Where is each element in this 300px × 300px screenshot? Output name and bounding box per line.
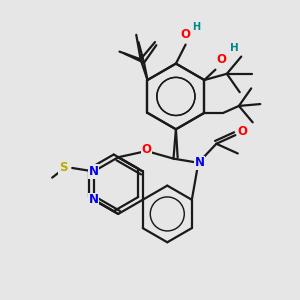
Text: N: N (195, 156, 205, 169)
Text: N: N (89, 193, 99, 206)
Text: N: N (89, 165, 99, 178)
Text: O: O (237, 125, 247, 138)
Text: O: O (142, 143, 152, 156)
Text: S: S (58, 161, 67, 175)
Text: H: H (193, 22, 201, 32)
Text: H: H (230, 43, 239, 53)
Text: O: O (217, 53, 226, 66)
Text: O: O (181, 28, 190, 41)
